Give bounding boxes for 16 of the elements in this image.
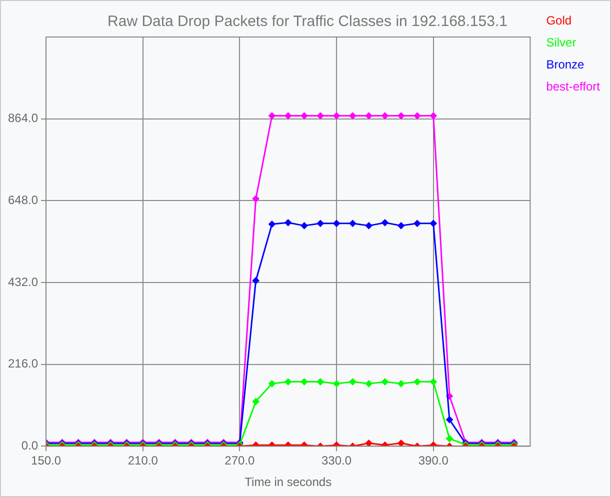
y-tick-label: 216.0 [8, 356, 38, 371]
x-axis-title: Time in seconds [244, 475, 332, 490]
text: Bronze [546, 57, 585, 72]
y-tick-label: 432.0 [8, 274, 38, 289]
x-tick-label: 390.0 [418, 454, 449, 468]
x-tick-label: 330.0 [322, 454, 352, 468]
text: best-effort [546, 79, 601, 94]
x-tick-label: 210.0 [128, 454, 158, 468]
y-tick-label: 864.0 [8, 111, 38, 126]
x-tick-label: 270.0 [224, 454, 256, 468]
text: Silver [546, 35, 576, 50]
x-tick-label: 150.0 [31, 454, 62, 468]
chart-title: Raw Data Drop Packets for Traffic Classes in 192.168.153.1 [108, 13, 508, 30]
text: Gold [546, 13, 572, 28]
y-tick-label: 648.0 [8, 192, 38, 207]
y-tick-label: 0.0 [21, 438, 38, 453]
